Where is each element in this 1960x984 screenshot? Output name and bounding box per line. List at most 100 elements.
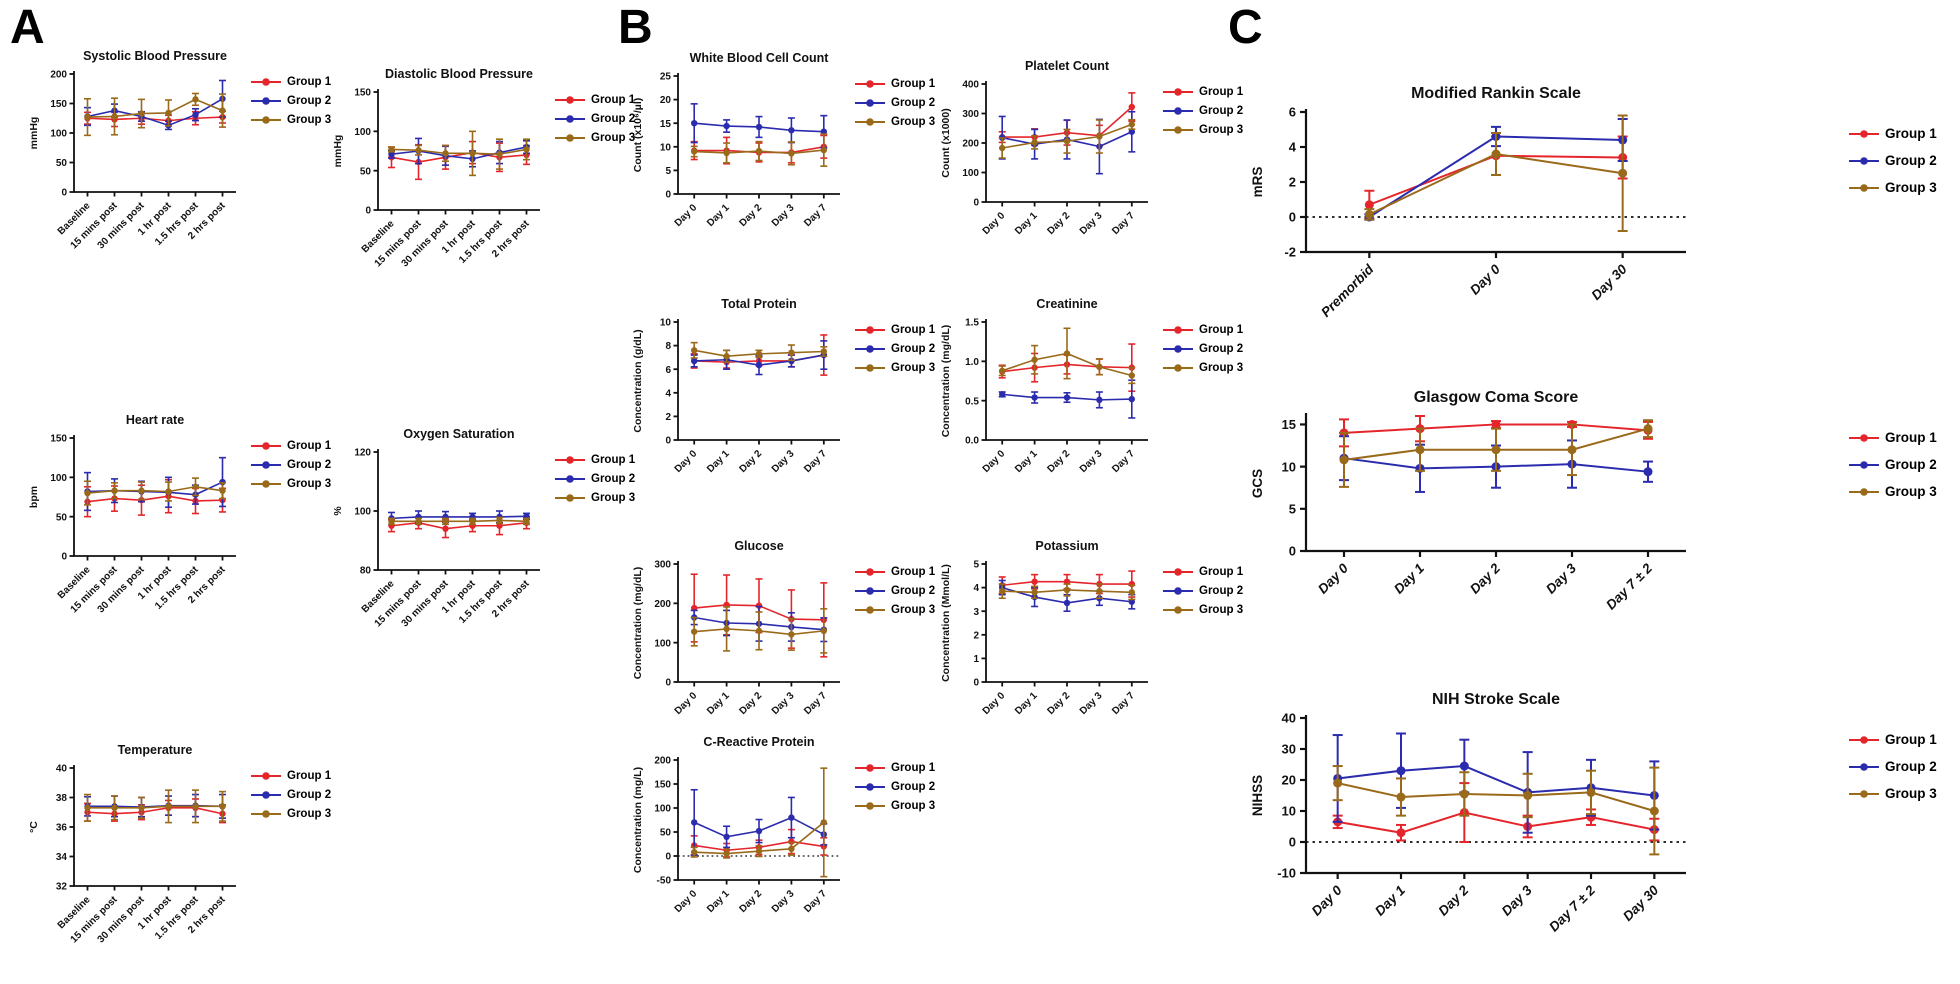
axes xyxy=(373,89,540,215)
oxygen-saturation-legend: Group 1 Group 2 Group 3 xyxy=(554,454,635,504)
y-tick-label: 0.5 xyxy=(965,396,979,407)
axes xyxy=(69,765,236,891)
data-point xyxy=(999,144,1006,152)
y-tick-label: 0 xyxy=(61,552,67,563)
axes xyxy=(981,561,1148,687)
legend-marker-icon xyxy=(855,326,885,334)
legend-entry-group-2: Group 2 xyxy=(250,789,331,801)
legend-entry-group-1: Group 1 xyxy=(554,94,635,106)
data-point xyxy=(1031,139,1038,146)
data-point xyxy=(788,150,795,157)
x-tick-label: Day 1 xyxy=(1372,883,1408,919)
data-point xyxy=(415,147,422,154)
data-point xyxy=(192,483,199,490)
legend-entry-group-2: Group 2 xyxy=(854,343,935,355)
legend-entry-group-3: Group 3 xyxy=(854,116,935,128)
data-point xyxy=(788,631,795,638)
data-point xyxy=(723,833,730,840)
legend-entry-group-3: Group 3 xyxy=(854,800,935,812)
legend-label: Group 1 xyxy=(287,76,332,88)
chart-title: Diastolic Blood Pressure xyxy=(385,67,533,81)
series-group-3 xyxy=(998,118,1136,159)
glucose-legend: Group 1 Group 2 Group 3 xyxy=(854,566,935,616)
data-point xyxy=(496,517,503,524)
y-tick-label: 50 xyxy=(660,828,672,839)
data-point xyxy=(1459,761,1469,771)
x-tick-label: Day 7 xyxy=(802,888,829,915)
y-tick-label: 34 xyxy=(56,852,68,863)
y-tick-label: 100 xyxy=(654,804,671,815)
series-line xyxy=(87,485,223,494)
c-reactive-protein-plot: -50 0 50 100 150 200 Concentration (mg/L) C-Rea… xyxy=(632,735,840,915)
data-point xyxy=(1063,599,1071,607)
x-tick-label: Day 3 xyxy=(770,690,797,717)
y-tick-label: 3 xyxy=(973,607,979,618)
x-tick-label: Day 1 xyxy=(705,202,732,229)
legend-marker-icon xyxy=(855,118,885,126)
chart-title: Modified Rankin Scale xyxy=(1411,85,1581,102)
modified-rankin-scale-plot: -2 0 2 4 6 mRS Modified Rankin Scale Premorbid D… xyxy=(1250,85,1686,320)
data-point xyxy=(755,350,763,358)
chart-title: Total Protein xyxy=(721,297,796,311)
data-point xyxy=(192,96,199,103)
legend-marker-icon xyxy=(251,97,281,105)
series-group-3 xyxy=(690,133,828,167)
legend-label: Group 1 xyxy=(1199,566,1244,578)
data-point xyxy=(1063,394,1071,401)
y-tick-label: 150 xyxy=(50,434,67,445)
y-tick-label: -10 xyxy=(1277,866,1296,881)
data-point xyxy=(1031,356,1038,363)
y-tick-label: 0 xyxy=(1289,210,1296,225)
x-tick-label: Day 0 xyxy=(1315,560,1351,596)
legend-entry-group-1: Group 1 xyxy=(1162,566,1243,578)
y-tick-label: 40 xyxy=(1282,711,1296,726)
data-point xyxy=(1643,424,1653,434)
data-point xyxy=(1649,806,1659,816)
data-point xyxy=(723,850,730,857)
data-point xyxy=(165,109,172,117)
diastolic-blood-pressure-legend: Group 1 Group 2 Group 3 xyxy=(554,94,635,144)
data-point xyxy=(1643,467,1653,477)
data-point xyxy=(1333,778,1343,788)
legend-label: Group 2 xyxy=(287,789,332,801)
axes xyxy=(673,757,840,885)
data-point xyxy=(999,367,1006,374)
data-point xyxy=(111,804,118,812)
legend-entry-group-3: Group 3 xyxy=(854,362,935,374)
y-axis-label: mmHg xyxy=(28,117,40,150)
data-point xyxy=(442,518,449,525)
data-point xyxy=(523,518,530,525)
c-reactive-protein-legend: Group 1 Group 2 Group 3 xyxy=(854,762,935,812)
chart-title: Temperature xyxy=(118,743,193,757)
legend-label: Group 1 xyxy=(591,454,636,466)
axes xyxy=(673,73,840,199)
series-group-2 xyxy=(1332,732,1660,834)
data-point xyxy=(192,111,199,118)
axes xyxy=(673,319,840,445)
y-tick-label: 40 xyxy=(56,764,68,775)
data-point xyxy=(523,146,530,153)
y-tick-label: 200 xyxy=(654,599,671,610)
series-group-3 xyxy=(84,789,226,824)
legend-entry-group-1: Group 1 xyxy=(854,324,935,336)
chart-c-reactive-protein: -50 0 50 100 150 200 Concentration (mg/L) C-Rea… xyxy=(630,734,935,954)
y-tick-label: 0 xyxy=(665,852,671,863)
series-line xyxy=(391,515,527,520)
creatinine-plot: 0.0 0.5 1.0 1.5 Concentration (mg/dL) Creatin… xyxy=(940,297,1148,475)
y-axis-label: Concentration (mg/L) xyxy=(632,767,644,873)
legend-label: Group 3 xyxy=(1199,124,1244,136)
series-group-1 xyxy=(84,478,226,518)
y-axis-label: Concentration (mg/dL) xyxy=(940,325,952,438)
data-point xyxy=(1128,128,1135,135)
y-tick-label: 400 xyxy=(962,80,979,91)
legend-label: Group 3 xyxy=(1199,362,1244,374)
chart-oxygen-saturation: 80 100 120% Oxygen Saturation Baseline 15 min… xyxy=(330,426,635,644)
legend-entry-group-3: Group 3 xyxy=(1162,362,1243,374)
y-tick-label: 5 xyxy=(1289,501,1296,516)
data-point xyxy=(755,147,763,155)
legend-label: Group 3 xyxy=(1885,786,1937,801)
legend-label: Group 3 xyxy=(891,604,936,616)
data-point xyxy=(1364,200,1374,210)
